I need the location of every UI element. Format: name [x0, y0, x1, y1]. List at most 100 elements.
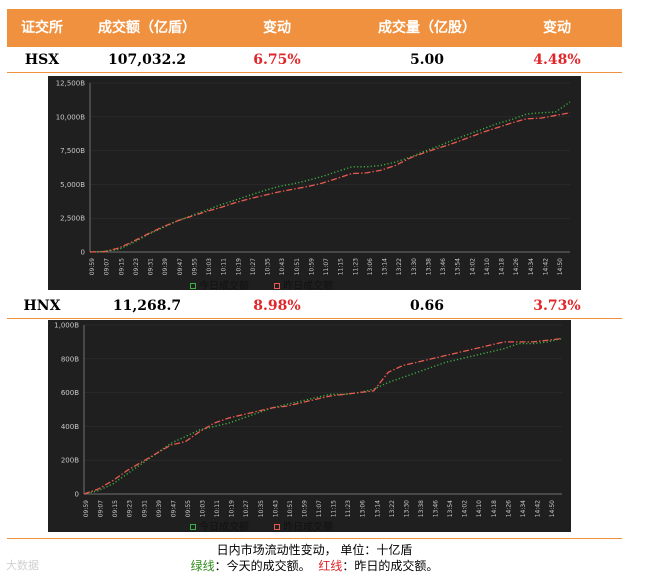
x-tick-label: 14:18 — [491, 500, 498, 517]
legend-yesterday-swatch — [274, 524, 281, 530]
x-tick-label: 14:42 — [542, 258, 549, 275]
x-tick-label: 10:51 — [294, 258, 301, 275]
x-tick-label: 10:43 — [272, 500, 279, 517]
x-tick-label: 10:35 — [265, 258, 272, 275]
volume-change: 4.48% — [533, 52, 581, 68]
x-tick-label: 14:26 — [505, 500, 512, 517]
caption-line1: 日内市场流动性变动， 单位：十亿盾 — [216, 543, 413, 557]
x-tick-label: 09:07 — [98, 500, 105, 517]
y-tick-label: 800B — [61, 355, 79, 363]
table-header: 证交所 成交额（亿盾） 变动 成交量（亿股） 变动 — [7, 9, 622, 47]
legend-today-label: 今日成交额 — [199, 522, 249, 533]
trade-volume: 0.66 — [409, 298, 445, 314]
x-tick-label: 11:15 — [338, 258, 345, 275]
y-tick-label: 5,000B — [60, 181, 85, 189]
x-tick-label: 10:27 — [243, 500, 250, 517]
x-tick-label: 09:15 — [118, 258, 125, 275]
x-tick-label: 13:06 — [360, 500, 367, 517]
x-tick-label: 10:51 — [287, 500, 294, 517]
legend-yesterday-swatch — [274, 283, 281, 289]
x-tick-label: 09:07 — [104, 258, 111, 275]
x-tick-label: 14:18 — [499, 258, 506, 275]
y-tick-label: 1,000B — [54, 322, 79, 330]
table-row-hsx: HSX 107,032.2 6.75% 5.00 4.48% — [7, 47, 622, 73]
x-tick-label: 11:23 — [352, 258, 359, 275]
x-tick-label: 10:59 — [301, 500, 308, 517]
x-tick-label: 09:39 — [156, 500, 163, 517]
exchange-name: HSX — [24, 52, 60, 68]
y-tick-label: 12,500B — [56, 80, 85, 88]
x-tick-label: 14:10 — [476, 500, 483, 517]
x-tick-label: 13:06 — [367, 258, 374, 275]
x-tick-label: 09:39 — [162, 258, 169, 275]
hnx-chart-svg: 0 200B 400B 600B 800B 1,000B 09:59 09:07 09:15 09… — [54, 322, 563, 517]
table-row-hnx: HNX 11,268.7 8.98% 0.66 3.73% — [7, 293, 622, 319]
x-tick-label: 10:19 — [229, 500, 236, 517]
y-tick-label: 2,500B — [60, 215, 85, 223]
legend-today-swatch — [190, 283, 196, 289]
x-tick-label: 11:07 — [316, 500, 323, 517]
x-tick-label: 09:15 — [112, 500, 119, 517]
y-tick-label: 200B — [61, 457, 79, 465]
series-today-line — [83, 337, 563, 495]
header-value-change: 变动 — [263, 20, 291, 36]
volume-change: 3.73% — [533, 298, 581, 314]
x-tick-label: 09:59 — [83, 500, 90, 517]
legend-today-label: 今日成交额 — [199, 281, 249, 292]
hnx-chart-legend: 今日成交额 昨日成交额 — [190, 518, 333, 533]
x-tick-label: 09:31 — [148, 258, 155, 275]
red-line-text: ：昨日的成交额。 — [342, 559, 439, 573]
series-yesterday-line — [89, 112, 571, 253]
x-tick-label: 13:14 — [382, 258, 389, 275]
x-tick-label: 13:38 — [425, 258, 432, 275]
x-tick-label: 09:47 — [177, 258, 184, 275]
green-line-text: ：今天的成交额。 — [214, 559, 311, 573]
x-tick-label: 14:02 — [462, 500, 469, 517]
header-volume: 成交量（亿股） — [378, 20, 476, 36]
x-tick-label: 09:31 — [141, 500, 148, 517]
x-tick-label: 10:03 — [206, 258, 213, 275]
x-tick-label: 10:19 — [235, 258, 242, 275]
exchange-name: HNX — [23, 298, 61, 314]
x-tick-label: 13:30 — [411, 258, 418, 275]
y-tick-label: 0 — [75, 491, 79, 499]
y-tick-label: 7,500B — [60, 147, 85, 155]
legend-today-swatch — [190, 524, 196, 530]
watermark: 大数据 — [6, 559, 39, 572]
y-tick-label: 10,000B — [56, 113, 85, 121]
y-tick-label: 400B — [61, 423, 79, 431]
x-tick-label: 10:35 — [258, 500, 265, 517]
x-tick-label: 14:34 — [520, 500, 527, 517]
x-tick-label: 14:10 — [484, 258, 491, 275]
chart-caption: 日内市场流动性变动， 单位：十亿盾 — [7, 538, 622, 558]
header-value: 成交额（亿盾） — [98, 20, 196, 36]
red-line-label: 红线 — [318, 559, 343, 573]
x-tick-label: 13:22 — [389, 500, 396, 517]
green-line-label: 绿线 — [190, 559, 215, 573]
x-tick-label: 11:15 — [331, 500, 338, 517]
header-volume-change: 变动 — [543, 20, 571, 36]
x-tick-label: 13:46 — [440, 258, 447, 275]
x-tick-label: 13:46 — [433, 500, 440, 517]
x-tick-label: 13:38 — [418, 500, 425, 517]
hsx-liquidity-chart: 0 2,500B 5,000B 7,500B 10,000B 12,500B 09:59 09… — [48, 76, 581, 290]
hsx-chart-svg: 0 2,500B 5,000B 7,500B 10,000B 12,500B 09:59 09… — [56, 80, 571, 275]
x-tick-label: 11:23 — [345, 500, 352, 517]
value-change: 6.75% — [253, 52, 301, 68]
trade-value: 107,032.2 — [108, 52, 186, 68]
caption-line2: 绿线：今天的成交额。 红线：昨日的成交额。 — [7, 557, 622, 574]
x-tick-label: 14:02 — [469, 258, 476, 275]
x-tick-label: 14:50 — [549, 500, 556, 517]
x-tick-label: 10:59 — [308, 258, 315, 275]
x-tick-label: 09:23 — [127, 500, 134, 517]
x-tick-label: 09:59 — [89, 258, 96, 275]
x-tick-label: 14:42 — [534, 500, 541, 517]
x-tick-label: 13:30 — [403, 500, 410, 517]
series-today-line — [89, 101, 571, 253]
legend-yesterday-label: 昨日成交额 — [283, 522, 334, 533]
x-tick-label: 13:22 — [396, 258, 403, 275]
hnx-liquidity-chart: 0 200B 400B 600B 800B 1,000B 09:59 09:07 09:15 09… — [48, 320, 571, 532]
legend-yesterday-label: 昨日成交额 — [283, 281, 334, 292]
x-tick-label: 09:23 — [133, 258, 140, 275]
x-tick-label: 14:34 — [528, 258, 535, 275]
